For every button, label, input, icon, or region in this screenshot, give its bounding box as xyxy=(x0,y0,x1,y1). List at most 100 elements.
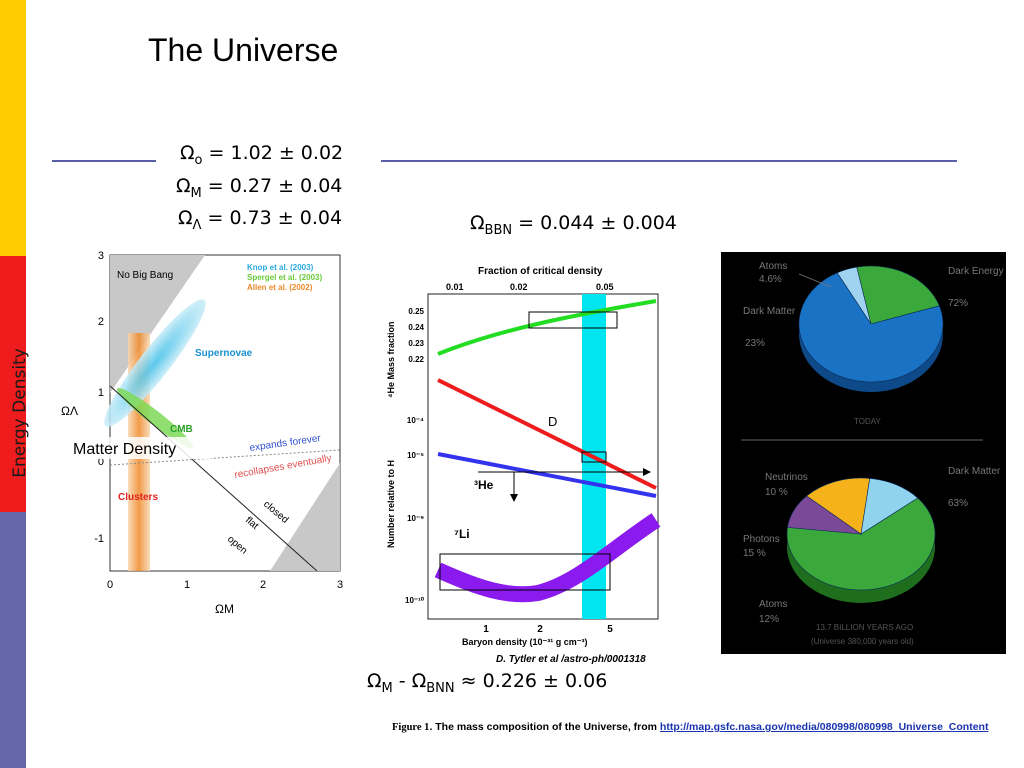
omega-sub: M xyxy=(190,185,202,201)
helium3-arrow-head xyxy=(643,468,651,476)
today-de-label: Dark Energy xyxy=(948,266,1004,277)
early-dm-value: 63% xyxy=(948,498,968,509)
figure-caption: Figure 1. The mass composition of the Un… xyxy=(392,721,988,733)
omega-m-equation: ΩM = 0.27 ± 0.04 xyxy=(176,175,342,201)
bbn-abundance-chart: Fraction of critical density 0.01 0.02 0… xyxy=(386,266,661,665)
deuterium-curve xyxy=(437,378,657,490)
caption-text: . The mass composition of the Universe, … xyxy=(429,721,660,733)
x-tick-labels: 0 1 2 3 xyxy=(107,579,343,591)
y-tick: 3 xyxy=(98,250,104,262)
early-atoms-label: Atoms xyxy=(759,599,787,610)
composition-pies: Atoms 4.6% Dark Matter 23% Dark Energy 7… xyxy=(741,261,1004,646)
sidebar-red xyxy=(0,256,26,512)
y-tick: 2 xyxy=(98,316,104,328)
x-tick: 1 xyxy=(184,579,190,591)
y-tick: 10⁻⁴ xyxy=(407,416,424,425)
y-tick: 1 xyxy=(98,387,104,399)
y-tick: 0.22 xyxy=(408,355,424,364)
today-atoms-label: Atoms xyxy=(759,261,787,272)
x-tick: 0 xyxy=(107,579,113,591)
energy-density-label: Energy Density xyxy=(10,348,30,478)
supernovae-label: Supernovae xyxy=(195,348,253,359)
omega-plane-chart: 3 2 1 0 -1 0 1 2 3 ΩΛ ΩM No Big Bang Sup… xyxy=(61,250,343,616)
today-pie xyxy=(798,265,944,383)
y-tick: 0.24 xyxy=(408,323,424,332)
omega-symbol: Ω xyxy=(411,670,427,692)
y-tick: 10⁻⁵ xyxy=(407,451,424,460)
y-axis-label: ΩΛ xyxy=(61,404,78,418)
slide-title: The Universe xyxy=(148,32,339,68)
pie-slice-dark-energy xyxy=(798,272,944,383)
omega-sub: BNN xyxy=(426,680,455,696)
omega-symbol: Ω xyxy=(178,207,193,229)
plot-frame xyxy=(427,293,659,620)
omega-symbol: Ω xyxy=(470,212,485,234)
sidebar-yellow xyxy=(0,0,26,256)
sidebar-blue xyxy=(0,512,26,768)
omega-sub: Λ xyxy=(192,217,202,233)
lithium-curve xyxy=(434,513,661,603)
legend-knop: Knop et al. (2003) xyxy=(247,263,314,272)
early-photons-label: Photons xyxy=(743,534,780,545)
omega-symbol: Ω xyxy=(180,142,195,164)
early-photons-value: 15 % xyxy=(743,548,766,559)
y-tick: 0.25 xyxy=(408,307,424,316)
today-atoms-value: 4.6% xyxy=(759,274,782,285)
omega-difference-equation: ΩM - ΩBNN ≈ 0.226 ± 0.06 xyxy=(367,670,607,696)
clusters-label: Clusters xyxy=(118,492,158,503)
matter-density-label: Matter Density xyxy=(73,441,176,458)
pie-slice-dark-matter xyxy=(856,265,940,325)
omega-symbol: Ω xyxy=(176,175,191,197)
no-big-bang-label: No Big Bang xyxy=(117,270,173,281)
early-subcaption: (Universe 380,000 years old) xyxy=(811,637,914,646)
lower-y-ticks: 10⁻⁴ 10⁻⁵ 10⁻⁹ 10⁻¹⁰ xyxy=(405,416,425,605)
cmb-contour xyxy=(116,387,194,449)
legend: Knop et al. (2003) Spergel et al. (2003)… xyxy=(247,263,322,292)
top-ticks: 0.01 0.02 0.05 xyxy=(446,282,614,292)
y-tick: 0 xyxy=(98,456,104,468)
early-pie xyxy=(786,477,936,591)
omega-value: = 0.044 ± 0.004 xyxy=(518,212,677,234)
today-de-value: 72% xyxy=(948,298,968,309)
early-neutrinos-value: 10 % xyxy=(765,487,788,498)
x-tick: 5 xyxy=(607,624,613,635)
helium3-curve xyxy=(437,452,657,498)
early-dm-label: Dark Matter xyxy=(948,466,1001,477)
early-caption: 13.7 BILLION YEARS AGO xyxy=(816,623,913,632)
legend-allen: Allen et al. (2002) xyxy=(247,283,313,292)
upper-y-label: ⁴He Mass fraction xyxy=(386,322,396,398)
pie-slice-photons xyxy=(806,477,871,535)
pie-slice-dark-matter xyxy=(786,497,936,591)
cmb-label: CMB xyxy=(170,424,193,435)
today-dm-label: Dark Matter xyxy=(743,306,796,317)
omega-value: ≈ 0.226 ± 0.06 xyxy=(460,670,608,692)
top-tick: 0.02 xyxy=(510,282,528,292)
today-dm-value: 23% xyxy=(745,338,765,349)
pie-slice-atoms xyxy=(860,478,919,535)
y-tick: 0.23 xyxy=(408,339,424,348)
x-axis-label: Baryon density (10⁻³¹ g cm⁻³) xyxy=(462,637,588,647)
omega-value: = 0.73 ± 0.04 xyxy=(207,207,343,229)
credit-label: D. Tytler et al /astro-ph/0001318 xyxy=(496,654,646,665)
legend-spergel: Spergel et al. (2003) xyxy=(247,273,322,282)
figure-label: Figure 1 xyxy=(392,722,430,733)
source-link[interactable]: http://map.gsfc.nasa.gov/media/080998/08… xyxy=(659,721,989,733)
top-tick: 0.01 xyxy=(446,282,464,292)
x-axis-label: ΩM xyxy=(215,602,234,616)
flat-line xyxy=(109,385,318,572)
y-tick: 10⁻⁹ xyxy=(407,514,424,523)
omega-lambda-equation: ΩΛ = 0.73 ± 0.04 xyxy=(178,207,342,233)
top-tick: 0.05 xyxy=(596,282,614,292)
x-tick: 2 xyxy=(537,624,543,635)
today-caption: TODAY xyxy=(854,417,881,426)
atoms-leader xyxy=(798,273,832,288)
lithium-label: ⁷Li xyxy=(454,527,470,541)
deuterium-label: D xyxy=(548,414,557,429)
omega-sub: M xyxy=(381,680,393,696)
omega-symbol: Ω xyxy=(367,670,382,692)
matter-density-bg xyxy=(71,437,211,459)
omega-value: = 0.27 ± 0.04 xyxy=(207,175,343,197)
composition-pies-panel: Atoms 4.6% Dark Matter 23% Dark Energy 7… xyxy=(721,252,1006,654)
rule-left xyxy=(52,160,156,162)
helium3-label: ³He xyxy=(474,478,494,492)
